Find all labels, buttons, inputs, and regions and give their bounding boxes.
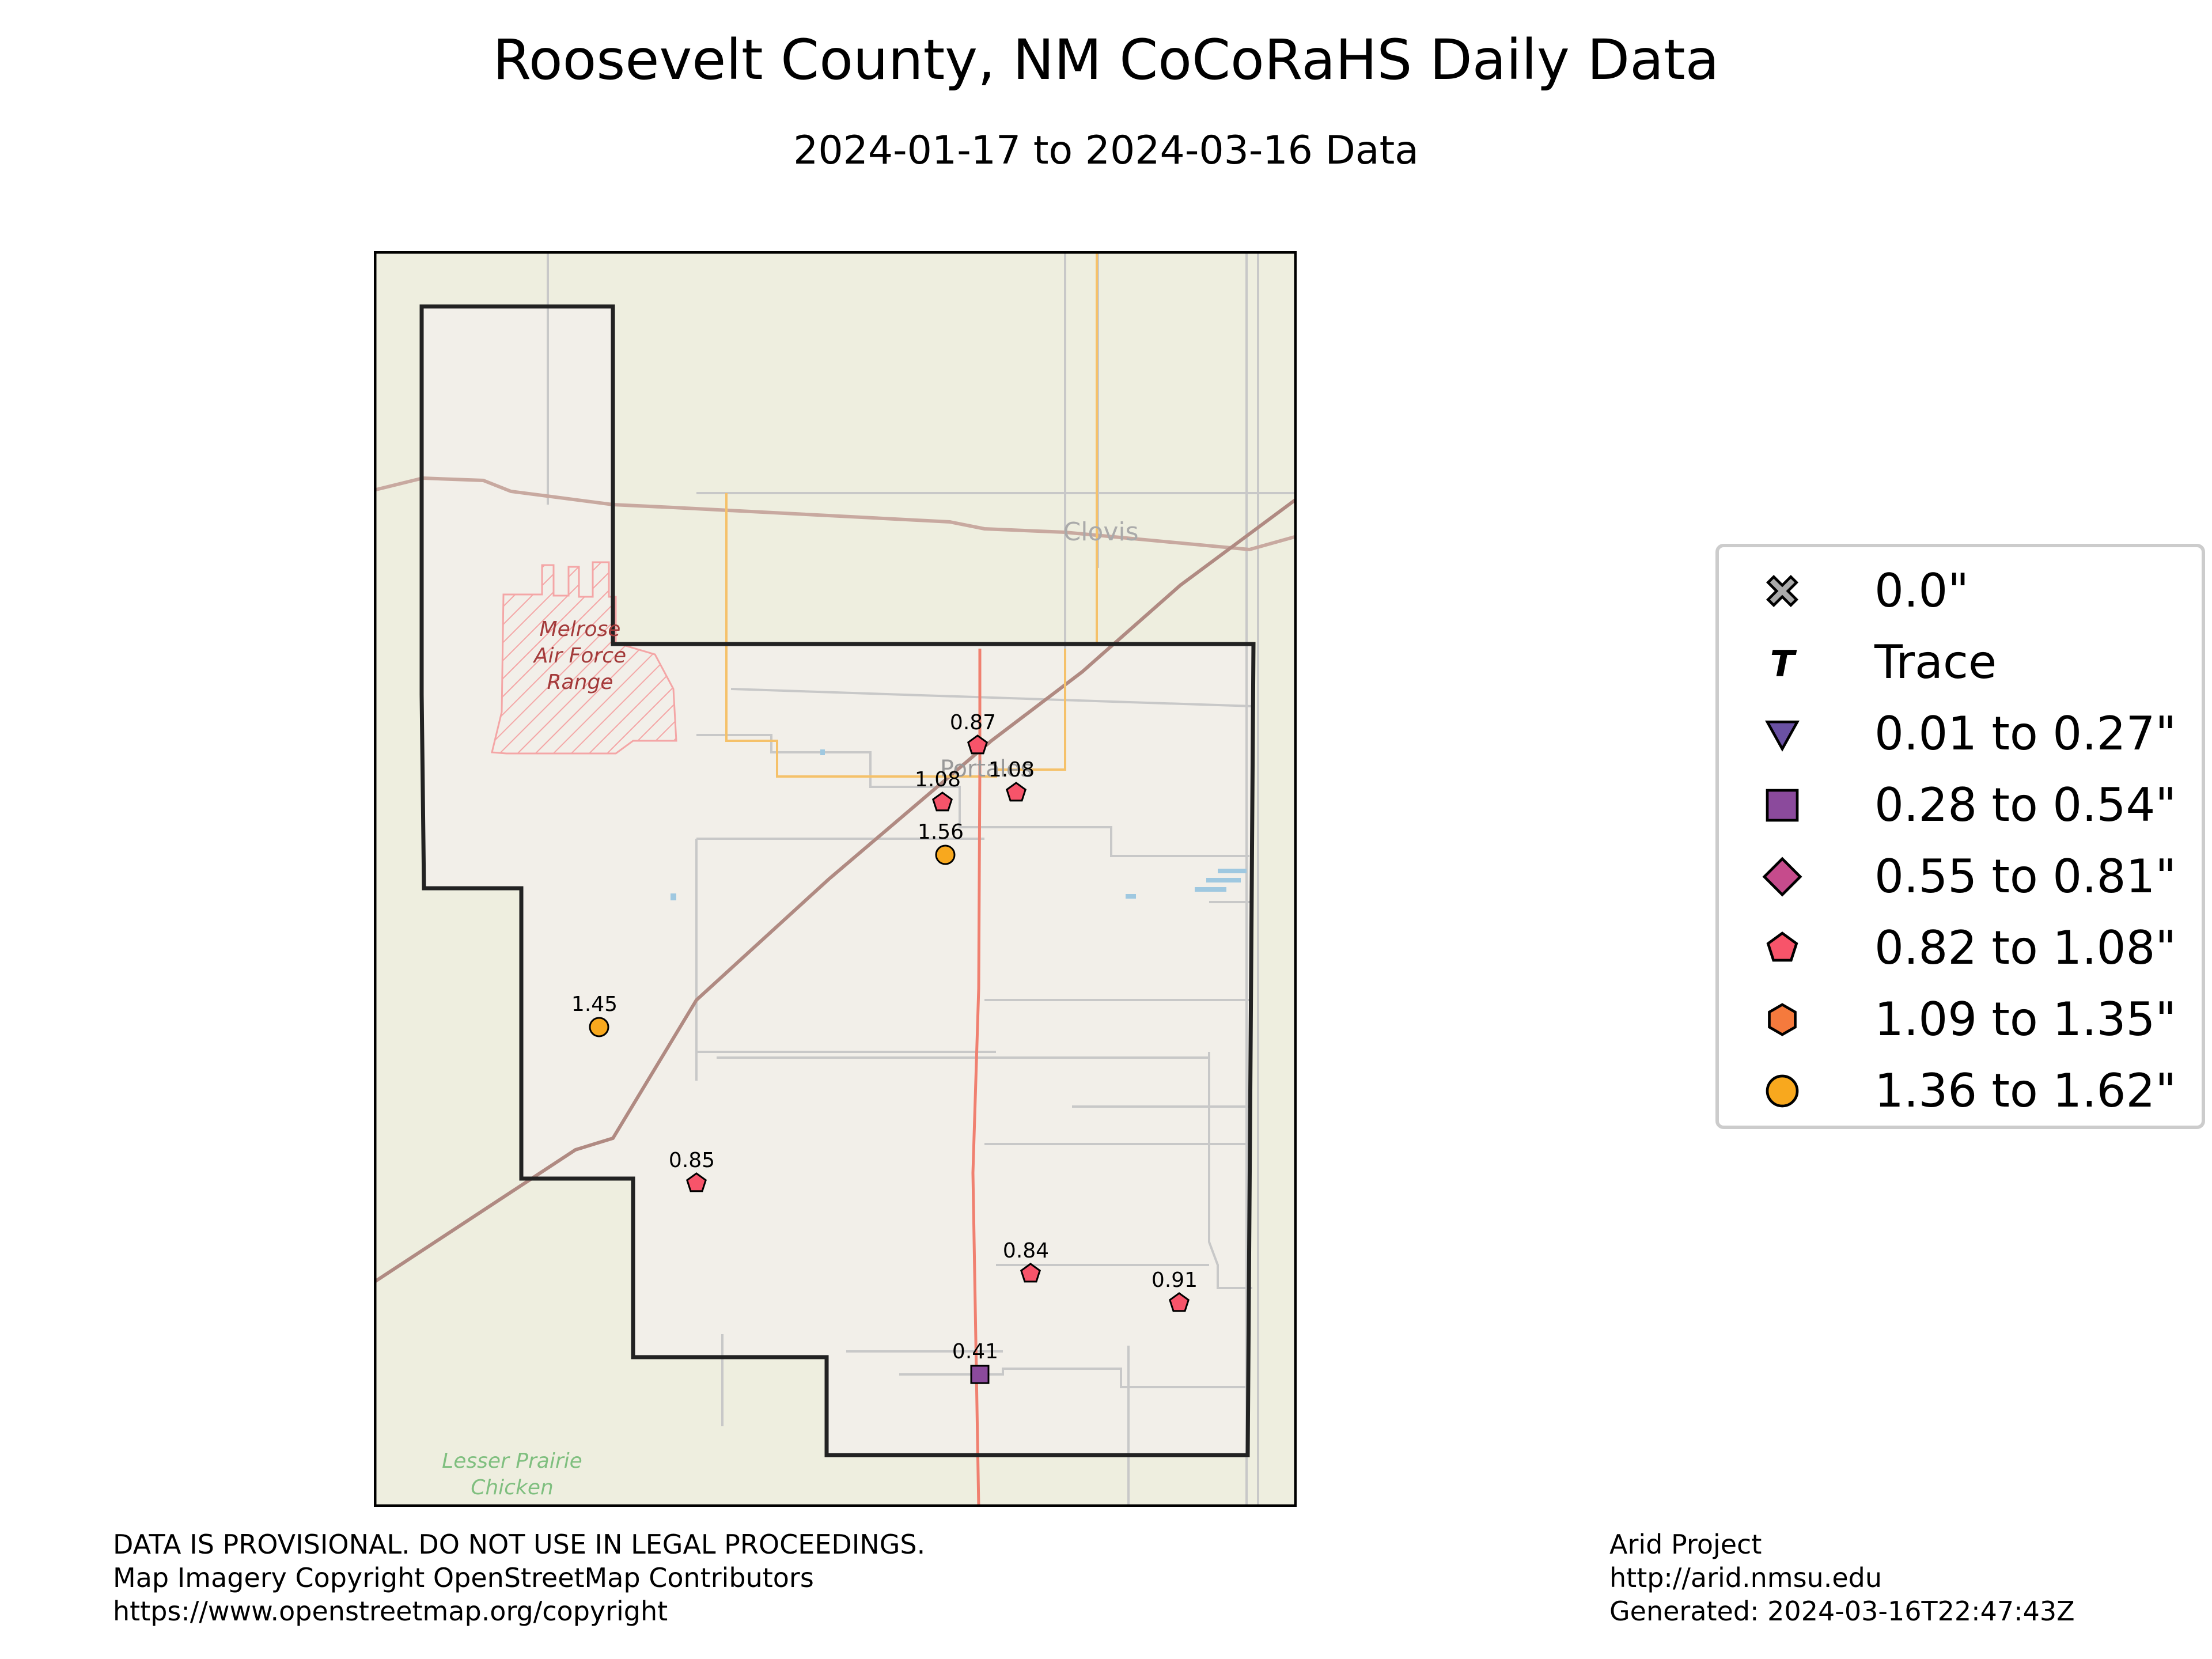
station-value-label: 0.84 — [1003, 1239, 1049, 1263]
svg-text:Range: Range — [547, 671, 613, 694]
footer-line: Map Imagery Copyright OpenStreetMap Cont… — [113, 1562, 814, 1593]
station-value-label: 1.08 — [915, 768, 961, 791]
legend-symbol-square — [1766, 789, 1799, 822]
footer-line: https://www.openstreetmap.org/copyright — [113, 1596, 668, 1627]
station-marker[interactable] — [1169, 1292, 1190, 1312]
place-label-clovis: Clovis — [1063, 517, 1138, 547]
svg-text:Chicken: Chicken — [471, 1476, 554, 1499]
place-label-melrose: Melrose Air Force Range — [533, 618, 626, 694]
county-map: Clovis Portales Melrose Air Force Range … — [374, 251, 1297, 1507]
legend-label: 0.82 to 1.08" — [1874, 921, 2177, 975]
highway-us70 — [374, 497, 1297, 1284]
station-value-label: 0.85 — [669, 1149, 715, 1172]
legend-label: Trace — [1874, 635, 1997, 689]
legend-symbol-diamond — [1762, 857, 1802, 897]
footer-line: http://arid.nmsu.edu — [1609, 1562, 1882, 1593]
legend-symbol-x-mark — [1766, 574, 1799, 608]
footer-disclaimer: DATA IS PROVISIONAL. DO NOT USE IN LEGAL… — [113, 1528, 925, 1628]
legend-label: 0.01 to 0.27" — [1874, 707, 2177, 760]
place-label-portales: Portales — [940, 756, 1032, 782]
svg-text:Lesser Prairie: Lesser Prairie — [442, 1449, 582, 1473]
legend-item: 1.36 to 1.62" — [1719, 1055, 2202, 1127]
legend-item: 0.82 to 1.08" — [1719, 912, 2202, 984]
legend-symbol-pentagon — [1766, 931, 1798, 962]
svg-text:T: T — [1770, 642, 1797, 684]
legend-label: 1.36 to 1.62" — [1874, 1064, 2177, 1118]
chart-title: Roosevelt County, NM CoCoRaHS Daily Data — [493, 28, 1719, 92]
svg-text:Air Force: Air Force — [533, 644, 626, 668]
legend-symbol-hexagon — [1768, 1003, 1797, 1036]
footer-line: Generated: 2024-03-16T22:47:43Z — [1609, 1596, 2075, 1627]
station-marker[interactable] — [1006, 782, 1027, 802]
station-marker[interactable] — [686, 1172, 707, 1192]
station-value-label: 0.91 — [1152, 1268, 1198, 1292]
legend-item: T Trace — [1719, 627, 2202, 698]
legend-symbol-circle — [1766, 1074, 1799, 1108]
station-marker[interactable] — [967, 734, 988, 755]
station-marker[interactable] — [935, 844, 956, 865]
county-fill — [422, 306, 1253, 1455]
station-value-label: 0.41 — [952, 1340, 998, 1363]
legend-label: 0.55 to 0.81" — [1874, 850, 2177, 903]
legend-symbol-triangle-down — [1765, 720, 1800, 752]
legend-label: 1.09 to 1.35" — [1874, 993, 2177, 1046]
station-value-label: 1.08 — [988, 758, 1035, 782]
station-marker[interactable] — [932, 791, 953, 812]
station-value-label: 1.45 — [571, 993, 618, 1016]
chart-subtitle: 2024-01-17 to 2024-03-16 Data — [793, 128, 1419, 173]
melrose-range-area — [491, 561, 677, 755]
legend-item: 0.28 to 0.54" — [1719, 770, 2202, 841]
highway-nm18 — [971, 649, 982, 1507]
county-border — [419, 304, 1256, 1457]
station-marker[interactable] — [1020, 1263, 1041, 1283]
legend-label: 0.28 to 0.54" — [1874, 778, 2177, 832]
station-value-label: 0.87 — [950, 711, 996, 734]
station-marker[interactable] — [970, 1365, 990, 1384]
footer-line: Arid Project — [1609, 1529, 1762, 1560]
legend-symbol-T: T — [1770, 642, 1797, 684]
station-marker[interactable] — [589, 1017, 609, 1037]
svg-text:Melrose: Melrose — [540, 618, 621, 641]
legend-label: 0.0" — [1874, 564, 1969, 618]
legend-item: 0.01 to 0.27" — [1719, 698, 2202, 770]
legend-item: 1.09 to 1.35" — [1719, 984, 2202, 1055]
station-value-label: 1.56 — [918, 820, 964, 844]
water-features — [671, 749, 1247, 900]
footer-line: DATA IS PROVISIONAL. DO NOT USE IN LEGAL… — [113, 1529, 926, 1560]
legend-item: 0.0" — [1719, 555, 2202, 627]
footer-credits: Arid Project http://arid.nmsu.edu Genera… — [1609, 1528, 2075, 1628]
legend: 0.0" T Trace 0.01 to 0.27" 0.28 to 0.54" 0.55… — [1715, 544, 2205, 1129]
place-label-lesser-prairie: Lesser Prairie Chicken — [442, 1449, 582, 1499]
map-frame — [374, 251, 1297, 1507]
state-road-orange — [725, 251, 1098, 778]
station-markers: 0.87 1.08 1.08 1.56 1.45 0.85 0.84 0.91 0.41 — [571, 711, 1198, 1384]
legend-item: 0.55 to 0.81" — [1719, 841, 2202, 912]
